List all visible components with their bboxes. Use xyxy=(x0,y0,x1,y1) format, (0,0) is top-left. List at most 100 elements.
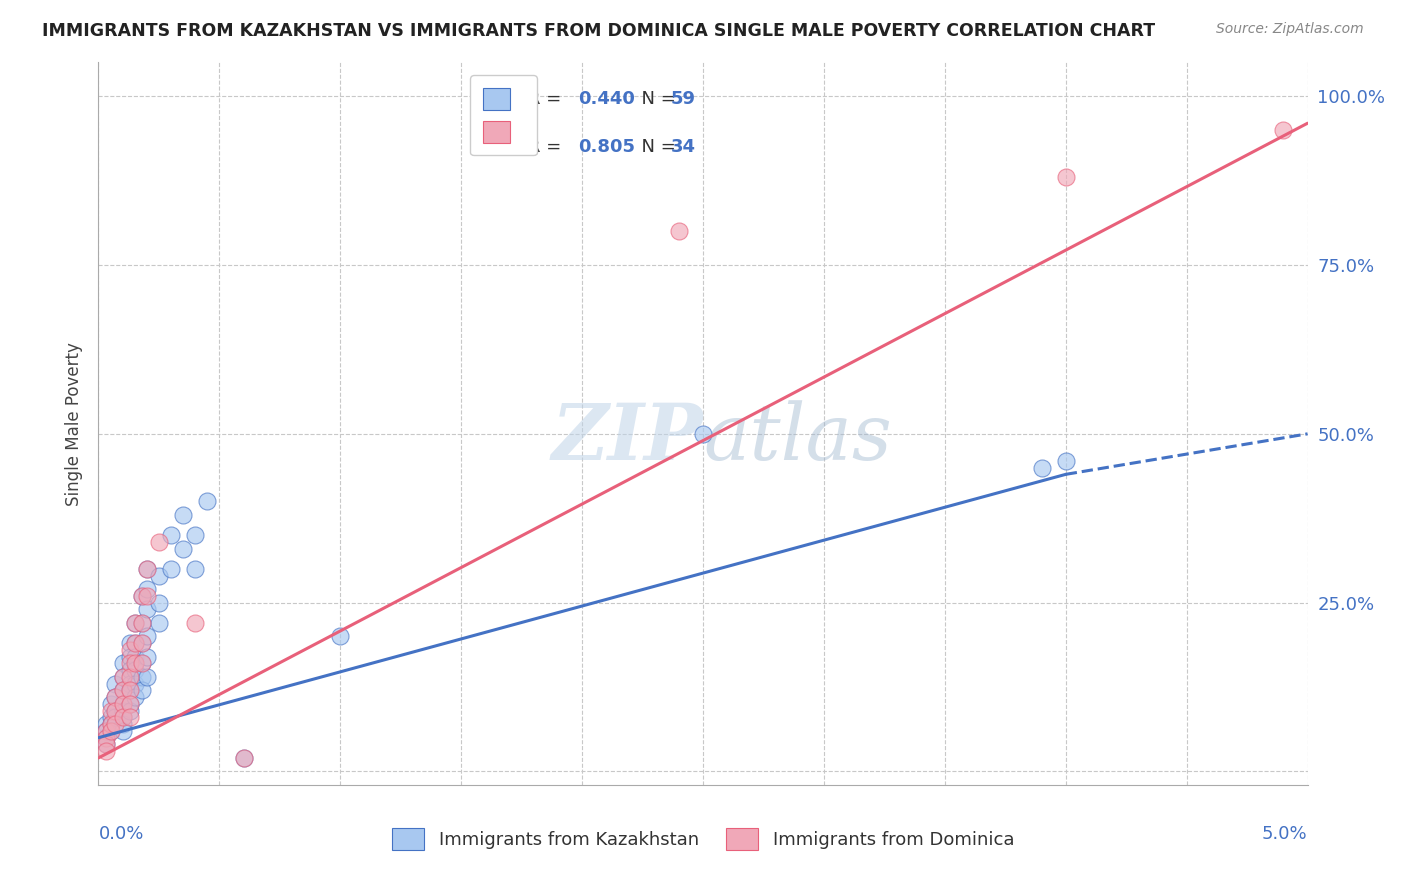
Point xyxy=(111,697,134,711)
Text: Source: ZipAtlas.com: Source: ZipAtlas.com xyxy=(1216,22,1364,37)
Point xyxy=(160,528,183,542)
Text: 0.0%: 0.0% xyxy=(98,825,143,843)
Point xyxy=(131,657,153,671)
Point xyxy=(131,683,153,698)
Text: R =: R = xyxy=(527,90,567,108)
Point xyxy=(118,697,141,711)
Legend: Immigrants from Kazakhstan, Immigrants from Dominica: Immigrants from Kazakhstan, Immigrants f… xyxy=(382,819,1024,859)
Point xyxy=(131,670,153,684)
Point xyxy=(100,723,122,738)
Text: 0.805: 0.805 xyxy=(578,138,636,156)
Point xyxy=(104,690,127,705)
Point xyxy=(232,751,254,765)
Point xyxy=(1054,170,1077,185)
Point xyxy=(118,636,141,650)
Point xyxy=(118,683,141,698)
Text: N =: N = xyxy=(630,90,682,108)
Point xyxy=(111,657,134,671)
Point xyxy=(100,717,122,731)
Point xyxy=(104,717,127,731)
Point xyxy=(135,582,157,596)
Point xyxy=(124,649,146,664)
Point xyxy=(100,717,122,731)
Point xyxy=(94,738,117,752)
Point xyxy=(124,657,146,671)
Point xyxy=(94,731,117,745)
Point xyxy=(104,704,127,718)
Point xyxy=(118,663,141,677)
Y-axis label: Single Male Poverty: Single Male Poverty xyxy=(65,342,83,506)
Point xyxy=(111,670,134,684)
Point xyxy=(100,697,122,711)
Point xyxy=(104,710,127,724)
Point xyxy=(131,615,153,630)
Point xyxy=(94,744,117,758)
Point xyxy=(124,636,146,650)
Point xyxy=(232,751,254,765)
Text: N =: N = xyxy=(630,138,682,156)
Point xyxy=(104,676,127,690)
Point xyxy=(1031,460,1053,475)
Point xyxy=(329,629,352,643)
Point xyxy=(118,649,141,664)
Point xyxy=(135,649,157,664)
Point xyxy=(111,670,134,684)
Point xyxy=(124,676,146,690)
Point xyxy=(131,589,153,603)
Point xyxy=(148,596,170,610)
Point xyxy=(692,426,714,441)
Point xyxy=(118,710,141,724)
Point xyxy=(184,562,207,576)
Point xyxy=(111,710,134,724)
Text: 59: 59 xyxy=(671,90,696,108)
Point xyxy=(148,534,170,549)
Point xyxy=(111,710,134,724)
Point xyxy=(131,657,153,671)
Point xyxy=(100,723,122,738)
Point xyxy=(118,657,141,671)
Point xyxy=(135,562,157,576)
Point xyxy=(124,690,146,705)
Point xyxy=(94,731,117,745)
Point xyxy=(118,676,141,690)
Point xyxy=(135,670,157,684)
Point xyxy=(118,643,141,657)
Point xyxy=(135,629,157,643)
Point xyxy=(124,615,146,630)
Text: 5.0%: 5.0% xyxy=(1263,825,1308,843)
Point xyxy=(100,704,122,718)
Point xyxy=(172,508,194,522)
Point xyxy=(131,636,153,650)
Point xyxy=(148,568,170,582)
Point xyxy=(1054,454,1077,468)
Text: R =: R = xyxy=(527,138,567,156)
Point xyxy=(124,615,146,630)
Point xyxy=(94,717,117,731)
Text: IMMIGRANTS FROM KAZAKHSTAN VS IMMIGRANTS FROM DOMINICA SINGLE MALE POVERTY CORRE: IMMIGRANTS FROM KAZAKHSTAN VS IMMIGRANTS… xyxy=(42,22,1156,40)
Point xyxy=(111,723,134,738)
Point xyxy=(104,704,127,718)
Point xyxy=(100,710,122,724)
Point xyxy=(135,589,157,603)
Point xyxy=(148,615,170,630)
Text: ZIP: ZIP xyxy=(551,400,703,476)
Point xyxy=(94,738,117,752)
Point xyxy=(94,723,117,738)
Point xyxy=(131,589,153,603)
Point xyxy=(111,697,134,711)
Point xyxy=(94,723,117,738)
Point xyxy=(124,663,146,677)
Point xyxy=(111,704,134,718)
Text: atlas: atlas xyxy=(703,400,891,476)
Point xyxy=(118,704,141,718)
Point xyxy=(135,602,157,616)
Point xyxy=(668,224,690,238)
Point xyxy=(160,562,183,576)
Point xyxy=(111,683,134,698)
Text: 0.440: 0.440 xyxy=(578,90,636,108)
Point xyxy=(184,615,207,630)
Point xyxy=(124,636,146,650)
Point xyxy=(111,683,134,698)
Point xyxy=(184,528,207,542)
Point xyxy=(118,683,141,698)
